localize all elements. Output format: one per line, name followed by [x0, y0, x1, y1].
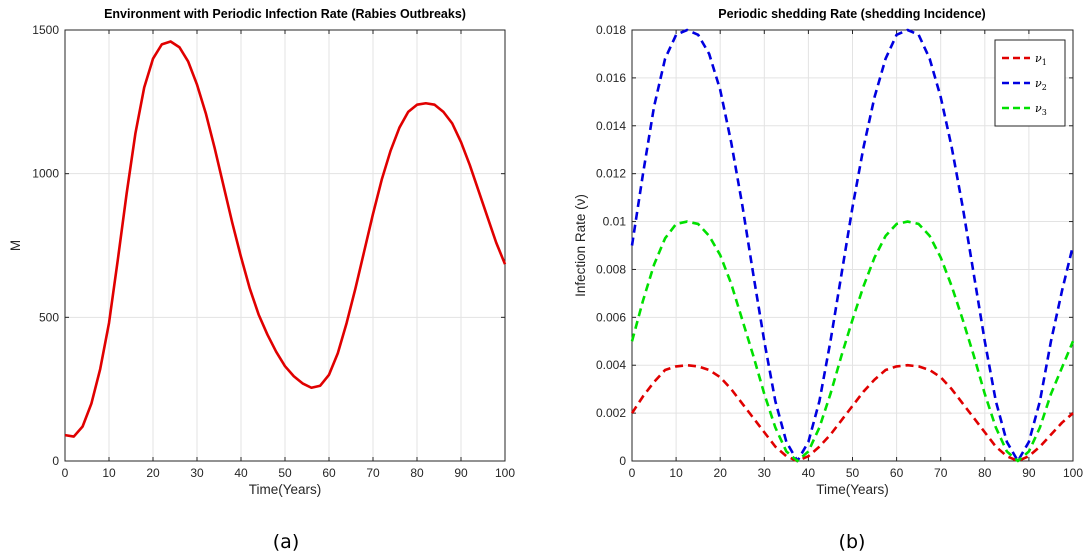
x-tick-label: 70	[934, 466, 948, 480]
y-tick-label: 0.002	[596, 406, 626, 420]
x-tick-label: 10	[102, 466, 116, 480]
x-axis-label: Time(Years)	[249, 482, 322, 497]
subfigure-caption: (a)	[273, 531, 299, 553]
x-tick-label: 60	[322, 466, 336, 480]
legend-label-3: ν3	[1035, 102, 1047, 117]
series-line-1	[64, 40, 507, 438]
x-tick-label: 100	[495, 466, 515, 480]
x-tick-label: 60	[890, 466, 904, 480]
y-tick-label: 0	[619, 454, 626, 468]
subfigure-caption: (b)	[839, 531, 866, 553]
y-tick-label: 0	[52, 454, 59, 468]
x-tick-label: 50	[846, 466, 860, 480]
y-tick-label: 0.01	[603, 215, 627, 229]
x-tick-label: 20	[146, 466, 160, 480]
y-tick-label: 500	[39, 310, 59, 324]
y-tick-label: 0.018	[596, 23, 626, 37]
x-tick-label: 40	[802, 466, 816, 480]
y-axis-label: Infection Rate (ν)	[573, 194, 588, 297]
x-tick-label: 100	[1063, 466, 1083, 480]
x-tick-label: 30	[190, 466, 204, 480]
x-tick-label: 10	[669, 466, 683, 480]
y-tick-label: 0.006	[596, 310, 626, 324]
y-tick-label: 0.016	[596, 71, 626, 85]
y-tick-label: 0.012	[596, 167, 626, 181]
legend-label-2: ν2	[1035, 77, 1047, 92]
series-line-1	[630, 363, 1074, 463]
x-tick-label: 30	[758, 466, 772, 480]
y-tick-label: 1500	[32, 23, 59, 37]
x-tick-label: 50	[278, 466, 292, 480]
legend-label-1: ν1	[1035, 52, 1047, 67]
chart-b: 0 10 20 30 40 50 60 70 80 90 100 0 0.002 0.004 0.006 0.…	[573, 7, 1083, 553]
y-axis-label: M	[8, 240, 23, 251]
y-tick-label: 0.004	[596, 358, 626, 372]
series-line-3	[630, 220, 1075, 463]
x-tick-label: 70	[366, 466, 380, 480]
x-axis-label: Time(Years)	[816, 482, 889, 497]
chart-a: 0 10 20 30 40 50 60 70 80 90 100050010001500Enviro…	[8, 7, 515, 553]
x-tick-label: 20	[714, 466, 728, 480]
y-tick-label: 0.008	[596, 262, 626, 276]
y-tick-label: 1000	[32, 167, 59, 181]
x-tick-label: 0	[62, 466, 69, 480]
x-tick-label: 80	[410, 466, 424, 480]
chart-title: Environment with Periodic Infection Rate…	[104, 7, 466, 21]
x-tick-label: 0	[629, 466, 636, 480]
x-tick-label: 40	[234, 466, 248, 480]
series-line-2	[630, 28, 1075, 463]
y-tick-label: 0.014	[596, 119, 626, 133]
chart-title: Periodic shedding Rate (shedding Inciden…	[718, 7, 985, 21]
x-tick-label: 90	[454, 466, 468, 480]
x-tick-label: 80	[978, 466, 992, 480]
x-tick-label: 90	[1022, 466, 1036, 480]
